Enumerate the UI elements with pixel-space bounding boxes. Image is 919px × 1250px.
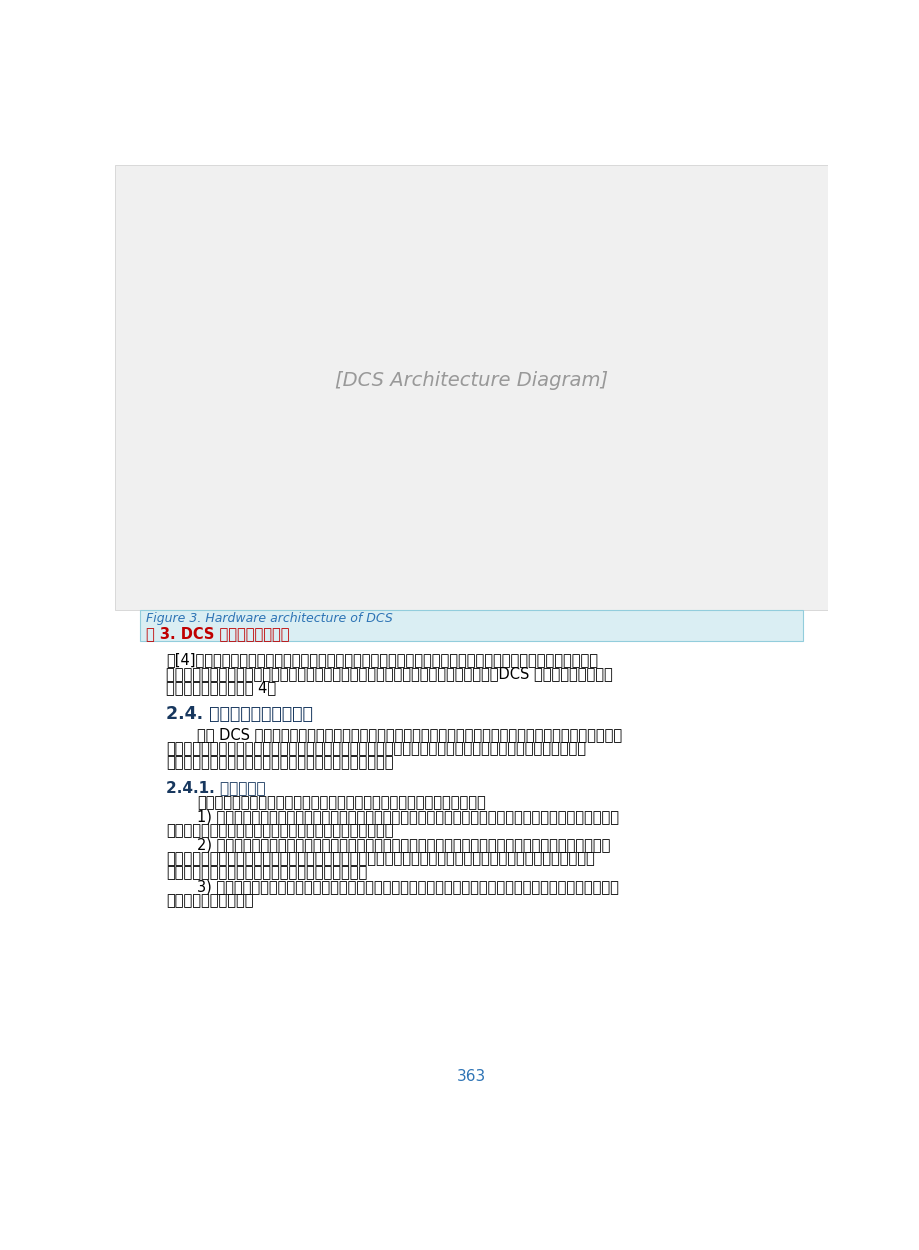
Text: 统中心站之间的通讯。: 统中心站之间的通讯。: [166, 892, 254, 908]
Text: 363: 363: [457, 1070, 485, 1085]
FancyBboxPatch shape: [140, 610, 802, 641]
Text: 2.4. 自来水厂智能控制体系: 2.4. 自来水厂智能控制体系: [166, 705, 312, 722]
Text: 和现场控制站组成，各站之间通过工业以太网络通讯联接。: 和现场控制站组成，各站之间通过工业以太网络通讯联接。: [166, 755, 393, 770]
Text: 图 3. DCS 控制系统硬件架构: 图 3. DCS 控制系统硬件架构: [146, 626, 289, 641]
Text: 3) 通讯功能：中央智能控制系统与其它系统进行通讯，如与各现场控制主站、与公司总部计算机辅助调度系: 3) 通讯功能：中央智能控制系统与其它系统进行通讯，如与各现场控制主站、与公司总…: [197, 879, 618, 894]
Text: 术的有效融合，实现细致的运行评估，以及集中专家控制、故障处理和操作指导。基于DCS 架构的自来水厂智能: 术的有效融合，实现细致的运行评估，以及集中专家控制、故障处理和操作指导。基于DC…: [166, 666, 612, 681]
Text: 基于 DCS 架构的智能控制系统在网络拓扑结构设计上遵循实时、可靠、先进、开放、易维护等基本原则，: 基于 DCS 架构的智能控制系统在网络拓扑结构设计上遵循实时、可靠、先进、开放、…: [197, 728, 621, 742]
Text: Figure 3. Hardware architecture of DCS: Figure 3. Hardware architecture of DCS: [146, 612, 392, 625]
Text: 1) 信息处理功能：即生成全厂工艺流程图、变配电系统实时动态图，提供友善的中文人机界面，生成历史数: 1) 信息处理功能：即生成全厂工艺流程图、变配电系统实时动态图，提供友善的中文人…: [197, 810, 618, 825]
Text: 中央控制室是全厂的控制管理中心，中央智能控制系统软件的主要功能有：: 中央控制室是全厂的控制管理中心，中央智能控制系统软件的主要功能有：: [197, 795, 485, 810]
Text: 件[4]。系统将逐步突破单站控制的模式，进行各单元的协同统筹，实现整体化的管理，通过过程控制与通讯技: 件[4]。系统将逐步突破单站控制的模式，进行各单元的协同统筹，实现整体化的管理，…: [166, 652, 597, 668]
Text: 是集控制、联锁、数据采集、设备管理和无线通讯系统等功能为一体的智能过程控制系统。系统由中央控制室: 是集控制、联锁、数据采集、设备管理和无线通讯系统等功能为一体的智能过程控制系统。…: [166, 741, 585, 756]
Text: [DCS Architecture Diagram]: [DCS Architecture Diagram]: [335, 371, 607, 390]
Text: 据、报警、趋势图。自动定时打印各类生产运行管理报表。: 据、报警、趋势图。自动定时打印各类生产运行管理报表。: [166, 824, 393, 839]
Text: 辅助调度功能，可根据出厂压力自动提出配泵方案。: 辅助调度功能，可根据出厂压力自动提出配泵方案。: [166, 865, 368, 880]
FancyBboxPatch shape: [115, 165, 827, 610]
Text: 2.4.1. 中央控制室: 2.4.1. 中央控制室: [166, 780, 266, 795]
Text: 2) 设备的控制功能：即在基于图形和中文菜单的方式上，操作人员在中控室操作员站通过键盘或鼠标对现: 2) 设备的控制功能：即在基于图形和中文菜单的方式上，操作人员在中控室操作员站通…: [197, 838, 609, 852]
Text: 控制系统软件界面如图 4。: 控制系统软件界面如图 4。: [166, 680, 277, 695]
Text: 场控制站的控制参数进行在线修改。在下级释放控制优先权的情况下，对生产过程进行厂级的控制。具有计算机: 场控制站的控制参数进行在线修改。在下级释放控制优先权的情况下，对生产过程进行厂级…: [166, 851, 595, 866]
